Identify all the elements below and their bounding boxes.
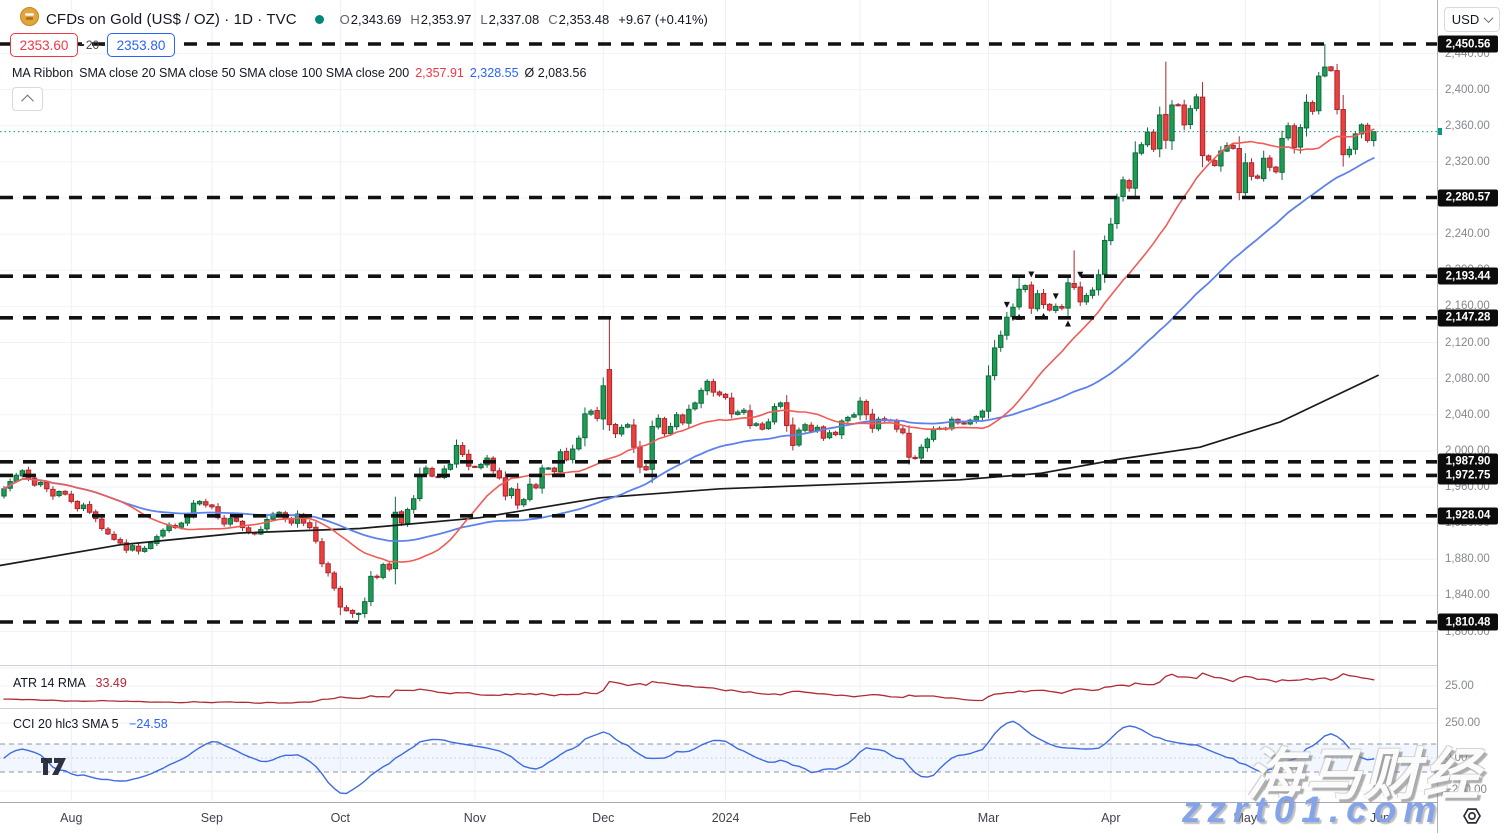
time-axis-label: Dec <box>592 811 615 825</box>
ohlc-close-label: C <box>548 11 558 27</box>
time-axis-label: May <box>1233 811 1258 825</box>
price-level-pill: 2,147.28 <box>1438 309 1498 327</box>
watermark-cn: 海马财经 <box>1246 743 1482 806</box>
ma-ribbon-params: SMA close 20 SMA close 50 SMA close 100 … <box>79 66 410 80</box>
ohlc-high-value: 2,353.97 <box>420 11 472 27</box>
price-grid-label: 2,120.00 <box>1445 336 1490 349</box>
cci-value: −24.58 <box>129 717 168 731</box>
price-grid-label: 2,400.00 <box>1445 83 1490 96</box>
price-axis[interactable]: USD 2,440.002,400.002,360.002,320.002,28… <box>1437 0 1505 833</box>
currency-label: USD <box>1451 12 1480 27</box>
gold-coin-icon <box>20 7 39 31</box>
price-level-pill: 2,280.57 <box>1438 189 1498 206</box>
indicator-scale-label: −250.00 <box>1445 784 1487 796</box>
price-level-pill: 1,928.04 <box>1438 507 1498 525</box>
price-grid-label: 2,080.00 <box>1445 372 1490 385</box>
price-level-pill: 1,810.48 <box>1438 613 1498 631</box>
time-axis-label: Feb <box>849 811 871 825</box>
cci-legend[interactable]: CCI 20 hlc3 SMA 5 −24.58 <box>13 717 168 731</box>
price-level-pill: 2,193.44 <box>1438 267 1498 285</box>
time-axis-label: Nov <box>463 811 487 825</box>
symbol-title: CFDs on Gold (US$ / OZ) · 1D · TVC <box>46 10 297 28</box>
ohlc-close-value: 2,353.48 <box>558 11 610 27</box>
price-grid-label: 2,040.00 <box>1445 408 1490 421</box>
ma-sma200-value: Ø 2,083.56 <box>524 66 587 80</box>
collapse-legend-button[interactable] <box>12 87 43 111</box>
change-value: +9.67 (+0.41%) <box>618 11 708 27</box>
price-level-pill: 1,972.75 <box>1438 467 1498 484</box>
price-grid-label: 1,840.00 <box>1445 589 1490 602</box>
ohlc-values: O 2,343.69 H 2,353.97 L 2,337.08 C 2,353.48 … <box>340 12 708 27</box>
ma-ribbon-legend[interactable]: MA Ribbon SMA close 20 SMA close 50 SMA … <box>12 66 592 80</box>
time-axis-label: Sep <box>200 811 224 825</box>
spread-label: 20 <box>78 38 107 52</box>
ohlc-low-label: L <box>480 11 488 27</box>
currency-dropdown[interactable]: USD <box>1444 7 1500 32</box>
spread-dash-left <box>80 44 84 46</box>
axis-settings-gear-icon[interactable] <box>1462 806 1482 826</box>
time-axis-label: 2024 <box>711 811 740 825</box>
price-grid-label: 1,880.00 <box>1445 553 1490 566</box>
time-axis-label: Oct <box>330 811 351 825</box>
indicator-scale-label: 0.00 <box>1445 752 1468 764</box>
indicator-scale-label: 25.00 <box>1445 680 1474 692</box>
chevron-down-icon <box>1483 13 1494 24</box>
cci-name: CCI 20 hlc3 SMA 5 <box>13 717 119 731</box>
current-price-tick <box>1438 128 1442 135</box>
price-level-pill: 2,450.56 <box>1438 35 1498 53</box>
price-level-pill: 1,987.90 <box>1438 453 1498 471</box>
price-grid-label: 2,320.00 <box>1445 155 1490 168</box>
time-axis-label: Aug <box>60 811 83 825</box>
ma-ribbon-name: MA Ribbon <box>12 66 74 80</box>
spread-value: 20 <box>85 38 100 52</box>
ma-sma20-value: 2,357.91 <box>415 66 464 80</box>
symbol-legend-row[interactable]: CFDs on Gold (US$ / OZ) · 1D · TVC O 2,34… <box>20 7 708 31</box>
atr-legend[interactable]: ATR 14 RMA 33.49 <box>13 676 127 690</box>
price-grid-label: 2,360.00 <box>1445 119 1490 132</box>
trade-widget: 2353.60 20 2353.80 <box>10 33 175 57</box>
price-grid-label: 2,240.00 <box>1445 228 1490 241</box>
time-axis[interactable]: Aug Sep Oct Nov Dec 2024 Feb Mar Apr May Jun <box>0 802 1505 833</box>
ma-sma50-value: 2,328.55 <box>469 66 519 80</box>
atr-value: 33.49 <box>95 676 127 690</box>
tradingview-logo-icon[interactable] <box>40 757 67 781</box>
time-axis-label: Apr <box>1101 811 1121 825</box>
price-grid-label: 1,960.00 <box>1445 481 1490 493</box>
spread-dash-right <box>101 44 105 46</box>
ohlc-open-value: 2,343.69 <box>350 11 402 27</box>
chart-canvas[interactable] <box>0 0 1437 803</box>
sell-button[interactable]: 2353.60 <box>10 33 78 57</box>
ohlc-high-label: H <box>410 11 420 27</box>
ohlc-open-label: O <box>339 11 350 27</box>
time-axis-label: Mar <box>977 811 1000 825</box>
time-axis-label: Jun <box>1369 811 1390 825</box>
buy-button[interactable]: 2353.80 <box>107 33 175 57</box>
watermark-url: zzrt01.com <box>1182 789 1444 830</box>
chevron-up-icon <box>21 94 34 107</box>
ohlc-low-value: 2,337.08 <box>488 11 540 27</box>
atr-name: ATR 14 RMA <box>13 676 86 690</box>
market-status-dot-icon <box>314 14 324 24</box>
indicator-scale-label: 250.00 <box>1445 717 1481 729</box>
